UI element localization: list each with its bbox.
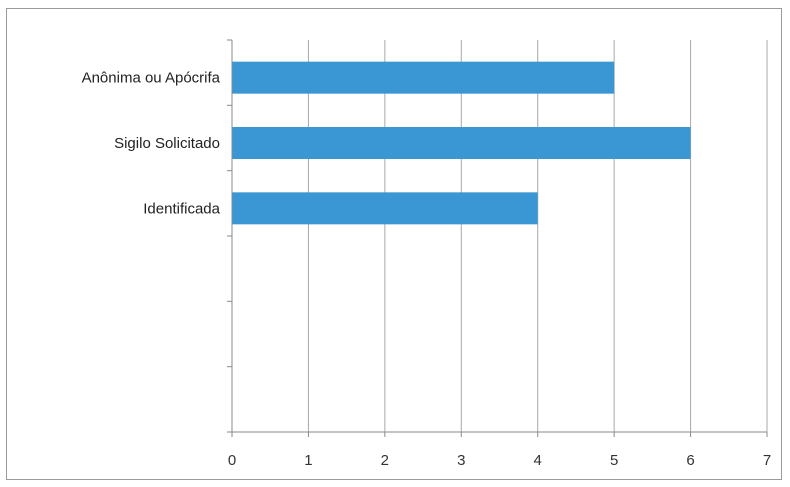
x-tick-label: 1 (304, 452, 312, 469)
bar-2 (232, 127, 691, 159)
gridlines (307, 40, 768, 432)
bar-3 (232, 192, 538, 225)
x-tick-label: 7 (763, 452, 771, 469)
bar-1 (232, 61, 615, 94)
x-tick-label: 4 (534, 452, 542, 469)
category-label: Anônima ou Apócrifa (82, 70, 221, 87)
bars (232, 61, 691, 225)
labels: 0 1 2 3 4 5 6 7 Anônima ou Apócrifa Sigilo Solici… (82, 70, 772, 469)
category-label: Sigilo Solicitado (114, 135, 220, 152)
x-tick-label: 2 (381, 452, 389, 469)
x-tick-label: 6 (686, 452, 694, 469)
x-tick-label: 3 (457, 452, 465, 469)
category-label: Identificada (143, 200, 220, 217)
axes (227, 39, 768, 437)
x-tick-label: 5 (610, 452, 618, 469)
x-tick-label: 0 (228, 452, 236, 469)
